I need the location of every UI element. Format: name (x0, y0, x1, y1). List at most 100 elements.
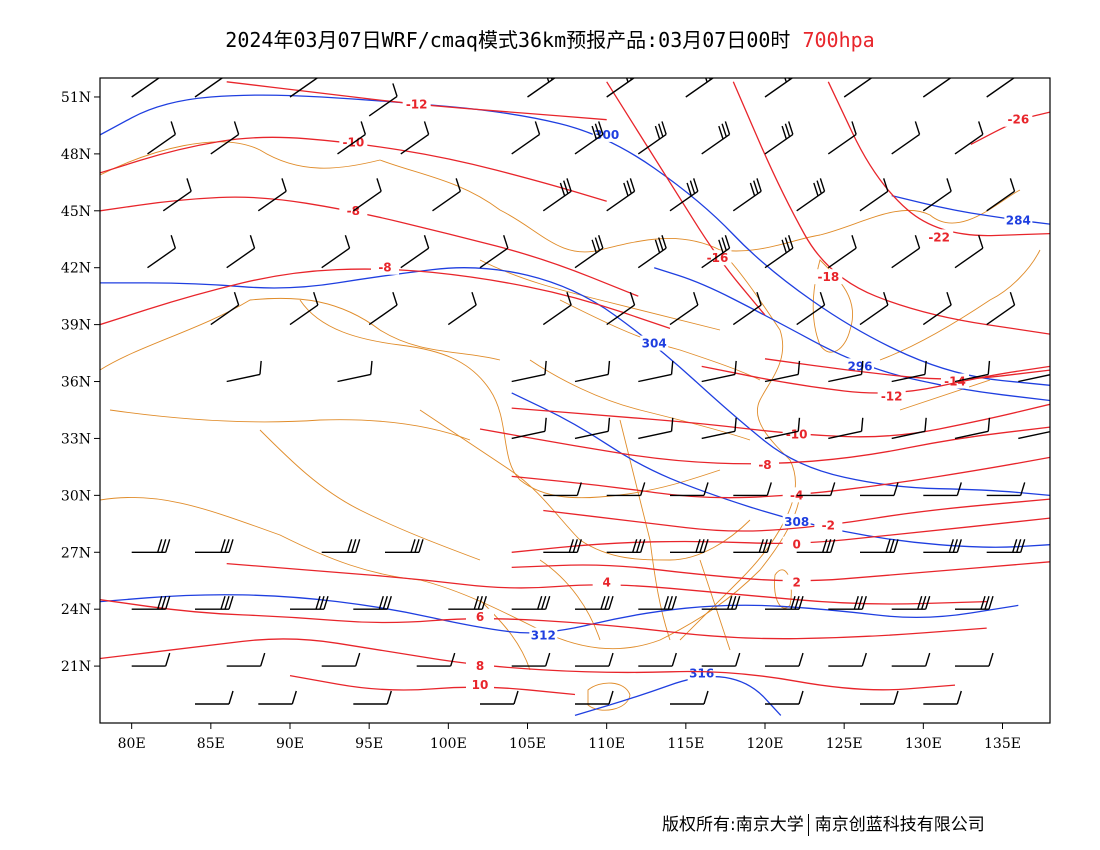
wind-barb (670, 482, 709, 497)
wind-barb (210, 291, 240, 326)
temperature-contour-label: -4 (790, 488, 803, 502)
wind-barb (922, 178, 952, 212)
wind-barb (400, 121, 430, 155)
wind-barb (337, 360, 373, 383)
temperature-label-bg (925, 229, 954, 245)
temperature-label-bg (877, 388, 906, 404)
wind-barb (765, 690, 804, 705)
wind-barb (638, 652, 677, 667)
wind-barb (321, 652, 361, 667)
wind-barb (732, 291, 762, 326)
temperature-contour-line (100, 599, 987, 640)
wind-barb (226, 235, 256, 269)
height-label-bg (687, 665, 716, 681)
wind-barb (352, 178, 382, 212)
wind-barb (131, 595, 171, 610)
wind-barb (131, 78, 160, 98)
temperature-contour-line (226, 562, 987, 605)
temperature-contour-label: -16 (707, 251, 729, 265)
latitude-tick-label: 51N (61, 90, 91, 106)
wind-barb (828, 417, 864, 440)
height-contour-label: 296 (847, 359, 872, 373)
internal-3 (529, 299, 761, 441)
temperature-label-bg (592, 574, 621, 590)
temperature-label-bg (466, 608, 494, 624)
height-contour-line (511, 392, 1050, 548)
height-contour-label: 284 (1006, 213, 1031, 227)
wind-barb (447, 291, 477, 326)
height-label-bg (592, 126, 621, 142)
wind-barb (606, 78, 635, 98)
longitude-tick-label: 125E (826, 736, 863, 752)
wind-barb (891, 652, 931, 667)
wind-barb (606, 482, 646, 497)
temperature-contour-label: -14 (944, 375, 966, 389)
wind-barb (542, 291, 572, 326)
wind-barb (194, 78, 224, 98)
wind-barb (479, 235, 509, 269)
internal-2 (419, 409, 751, 561)
wind-barb (764, 360, 801, 383)
wind-barb (685, 78, 715, 98)
latitude-tick-label: 48N (61, 147, 91, 163)
wind-barb (480, 690, 519, 705)
temperature-label-bg (466, 658, 494, 674)
wind-barb (923, 482, 962, 497)
longitude-tick-label: 80E (118, 736, 146, 752)
wind-barb (416, 652, 456, 667)
wind-barb (827, 235, 857, 269)
wind-barb (859, 291, 889, 326)
temperature-contour-line (543, 498, 1050, 532)
longitude-tick-label: 100E (430, 736, 467, 752)
wind-barb (321, 539, 361, 553)
wind-barb (210, 121, 240, 155)
pressure-level-label: 700hpa (802, 28, 875, 52)
wind-barb (922, 78, 952, 98)
latitude-tick-label: 24N (61, 602, 91, 618)
wind-barb (986, 291, 1016, 326)
wind-barb (511, 360, 547, 383)
wind-barb (796, 539, 836, 553)
wind-barb (542, 178, 572, 212)
wind-barb (860, 690, 899, 705)
wind-barb (701, 235, 731, 269)
temperature-contour-label: -12 (881, 390, 903, 404)
internal-5 (109, 409, 481, 561)
wind-barb (226, 652, 266, 667)
wind-barb (669, 178, 699, 212)
temperature-contour-label: -22 (928, 230, 950, 244)
map-title: 2024年03月07日WRF/cmaq模式36km预报产品:03月07日00时 … (0, 24, 1100, 53)
temperature-contour-label: 0 (792, 538, 800, 552)
height-contour-line (100, 267, 1050, 497)
wind-barb (638, 417, 674, 440)
latitude-tick-label: 36N (61, 375, 91, 391)
wind-barb (701, 360, 737, 383)
wind-barb (637, 235, 667, 269)
temperature-contour-line (606, 81, 766, 316)
latitude-tick-label: 42N (61, 261, 91, 277)
wind-barb (638, 360, 674, 383)
height-contour-label: 300 (594, 128, 619, 142)
temperature-contour-label: 4 (602, 576, 610, 590)
wind-barb (670, 539, 709, 553)
wind-barb (258, 690, 297, 705)
temperature-contour-label: 6 (476, 610, 484, 624)
height-label-bg (529, 627, 558, 643)
wind-barb (955, 652, 994, 667)
temperature-contour-line (289, 674, 576, 696)
wind-barb (527, 78, 556, 98)
wind-barb (606, 178, 636, 212)
wind-barb (147, 235, 177, 269)
wind-barb (764, 235, 794, 269)
temperature-label-bg (814, 269, 843, 285)
title-text: 2024年03月07日WRF/cmaq模式36km预报产品:03月07日00时 (225, 28, 803, 52)
temperature-label-bg (814, 517, 843, 533)
wind-barb (733, 539, 772, 553)
wind-barb (368, 83, 398, 117)
wind-barb (448, 595, 487, 610)
wind-barb (131, 539, 171, 553)
wind-barb (765, 595, 804, 610)
wind-barb (162, 178, 192, 212)
